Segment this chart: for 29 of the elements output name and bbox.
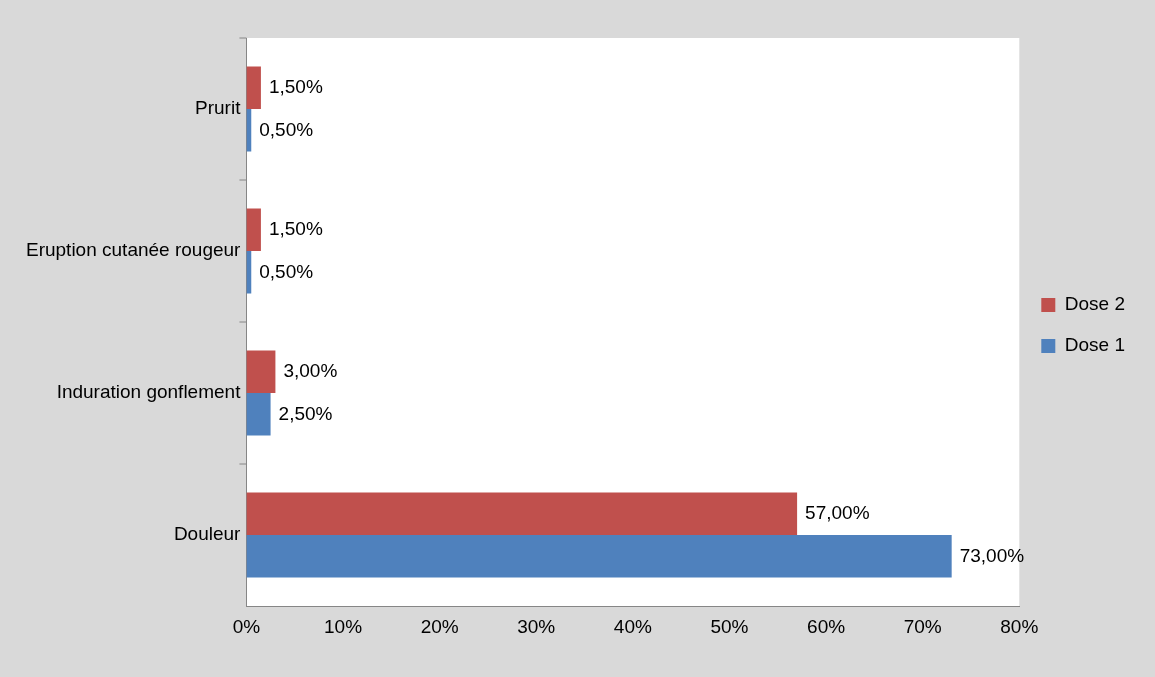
bar — [246, 535, 952, 578]
y-tick-label: Douleur — [173, 523, 242, 545]
x-tick-label: 40% — [613, 615, 652, 637]
data-label: 1,50% — [268, 217, 323, 239]
bar — [246, 350, 276, 393]
data-label: 57,00% — [805, 501, 870, 523]
y-tick-label: Prurit — [195, 97, 242, 119]
bar — [246, 393, 271, 436]
x-tick-label: 20% — [420, 615, 459, 637]
data-label: 2,50% — [278, 402, 333, 424]
x-tick-label: 10% — [324, 615, 363, 637]
data-label: 0,50% — [259, 260, 314, 282]
x-tick-label: 80% — [1000, 615, 1039, 637]
data-label: 1,50% — [268, 75, 323, 97]
bar — [246, 66, 261, 109]
data-label: 73,00% — [959, 544, 1025, 566]
bar — [246, 208, 261, 251]
data-label: 0,50% — [259, 118, 314, 140]
x-tick-label: 70% — [903, 615, 942, 637]
y-tick-label: Induration gonflement — [56, 381, 242, 403]
x-tick-label: 0% — [232, 615, 261, 637]
legend-label: Dose 2 — [1064, 293, 1125, 315]
x-tick-label: 30% — [517, 615, 556, 637]
legend-label: Dose 1 — [1064, 334, 1125, 356]
x-tick-label: 50% — [710, 615, 749, 637]
x-tick-label: 60% — [807, 615, 846, 637]
data-label: 3,00% — [283, 359, 338, 381]
bar — [246, 492, 798, 535]
y-tick-label: Eruption cutanée rougeur — [25, 239, 242, 261]
